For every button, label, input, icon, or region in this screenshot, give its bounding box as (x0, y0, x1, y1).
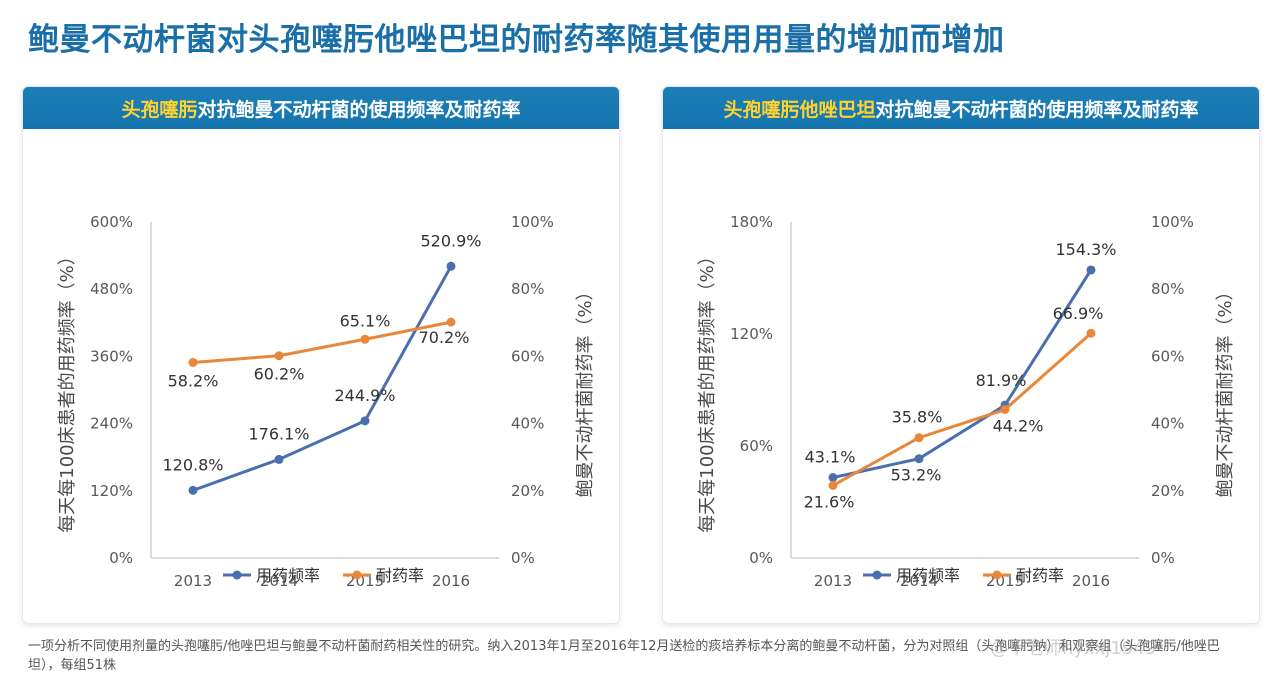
data-point-marker (1086, 328, 1096, 338)
y-tick-right-label: 20% (1151, 482, 1184, 500)
y-tick-left-label: 60% (740, 437, 773, 455)
data-label: 35.8% (892, 408, 943, 427)
x-tick-label: 2016 (432, 572, 470, 590)
line-chart-cefotaxime: 0% 120% 240% 360% 480% 600% 0% 20% 40% 60% 80% 100%… (57, 213, 596, 590)
panel-header: 头孢噻肟 对抗鲍曼不动杆菌的使用频率及耐药率 (23, 87, 619, 129)
data-label: 154.3% (1055, 240, 1116, 259)
data-point-marker (274, 454, 284, 464)
data-point-marker (828, 480, 838, 490)
data-label: 120.8% (162, 455, 223, 474)
y-tick-right-label: 100% (511, 213, 554, 231)
y-tick-left-label: 0% (749, 549, 773, 567)
y-tick-left-label: 240% (90, 415, 133, 433)
y-tick-left-label: 0% (109, 549, 133, 567)
legend-marker (232, 570, 242, 580)
y-tick-right-label: 60% (1151, 347, 1184, 365)
legend-label: 耐药率 (376, 566, 424, 585)
y-tick-right-label: 20% (511, 482, 544, 500)
data-label: 21.6% (804, 492, 855, 511)
data-point-marker (274, 351, 284, 361)
y-tick-right-label: 80% (511, 280, 544, 298)
y-tick-left-label: 600% (90, 213, 133, 231)
y-tick-right-label: 0% (1151, 549, 1175, 567)
y-tick-left-label: 120% (730, 325, 773, 343)
panel-header-text: 对抗鲍曼不动杆菌的使用频率及耐药率 (197, 98, 521, 121)
legend-label: 耐药率 (1016, 566, 1064, 585)
data-label: 53.2% (891, 466, 942, 485)
x-tick-label: 2016 (1072, 572, 1110, 590)
data-point-marker (360, 334, 370, 344)
panel-header-highlight: 头孢噻肟 (121, 98, 198, 121)
legend-marker (872, 570, 882, 580)
legend-marker (992, 570, 1002, 580)
y-tick-right-label: 0% (511, 549, 535, 567)
watermark: @平老师hyxxj1949 (990, 638, 1157, 659)
panel-header-highlight: 头孢噻肟他唑巴坦 (723, 98, 876, 121)
y-tick-right-label: 100% (1151, 213, 1194, 231)
y-tick-left-label: 360% (90, 347, 133, 365)
panel-header: 头孢噻肟他唑巴坦 对抗鲍曼不动杆菌的使用频率及耐药率 (663, 87, 1259, 129)
y-tick-right-label: 80% (1151, 280, 1184, 298)
footnote: 一项分析不同使用剂量的头孢噻肟/他唑巴坦与鲍曼不动杆菌耐药相关性的研究。纳入20… (28, 639, 1220, 673)
panel-header-text: 对抗鲍曼不动杆菌的使用频率及耐药率 (875, 98, 1199, 121)
data-label: 81.9% (976, 371, 1027, 390)
data-point-marker (188, 357, 198, 367)
data-label: 44.2% (993, 416, 1044, 435)
y-tick-left-label: 180% (730, 213, 773, 231)
series-line-frequency (832, 269, 1093, 480)
series-line-frequency (192, 265, 453, 492)
line-chart-cefotaxime-tazobactam: 0% 60% 120% 180% 0% 20% 40% 60% 80% 100% 2013 2014 2… (697, 213, 1236, 590)
data-label: 520.9% (420, 231, 481, 250)
y-tick-right-label: 40% (1151, 415, 1184, 433)
data-point-marker (360, 416, 370, 426)
data-label: 60.2% (254, 365, 305, 384)
data-point-marker (1000, 404, 1010, 414)
y-axis-left-title: 每天每100床患者的用药频率（%） (57, 247, 78, 532)
legend-label: 用药频率 (896, 566, 960, 585)
data-label: 244.9% (334, 386, 395, 405)
x-tick-label: 2014 (260, 572, 298, 590)
x-tick-label: 2014 (900, 572, 938, 590)
x-tick-label: 2013 (814, 572, 852, 590)
y-axis-right-title: 鲍曼不动杆菌耐药率（%） (1215, 282, 1236, 497)
page-title: 鲍曼不动杆菌对头孢噻肟他唑巴坦的耐药率随其使用用量的增加而增加 (28, 22, 1005, 58)
x-tick-label: 2013 (174, 572, 212, 590)
data-point-marker (1086, 265, 1096, 275)
data-label: 58.2% (168, 371, 219, 390)
legend-label: 用药频率 (256, 566, 320, 585)
chart-panel-cefotaxime: 头孢噻肟 对抗鲍曼不动杆菌的使用频率及耐药率 0% 120% 240% 360% 480%… (22, 86, 620, 624)
y-axis-right-title: 鲍曼不动杆菌耐药率（%） (575, 282, 596, 497)
data-point-marker (828, 473, 838, 483)
data-label: 66.9% (1053, 304, 1104, 323)
data-point-marker (914, 454, 924, 464)
y-tick-left-label: 120% (90, 482, 133, 500)
chart-panel-cefotaxime-tazobactam: 头孢噻肟他唑巴坦 对抗鲍曼不动杆菌的使用频率及耐药率 0% 60% 120% 180% 0… (662, 86, 1260, 624)
data-label: 70.2% (419, 328, 470, 347)
data-point-marker (446, 317, 456, 327)
data-point-marker (446, 261, 456, 271)
data-label: 176.1% (248, 424, 309, 443)
y-tick-right-label: 60% (511, 347, 544, 365)
y-axis-left-title: 每天每100床患者的用药频率（%） (697, 247, 718, 532)
series-line-resistance (832, 332, 1092, 487)
data-point-marker (914, 433, 924, 443)
legend-marker (352, 570, 362, 580)
data-label: 65.1% (340, 311, 391, 330)
data-label: 43.1% (805, 448, 856, 467)
series-line-resistance (192, 320, 452, 364)
data-point-marker (188, 485, 198, 495)
y-tick-left-label: 480% (90, 280, 133, 298)
y-tick-right-label: 40% (511, 415, 544, 433)
